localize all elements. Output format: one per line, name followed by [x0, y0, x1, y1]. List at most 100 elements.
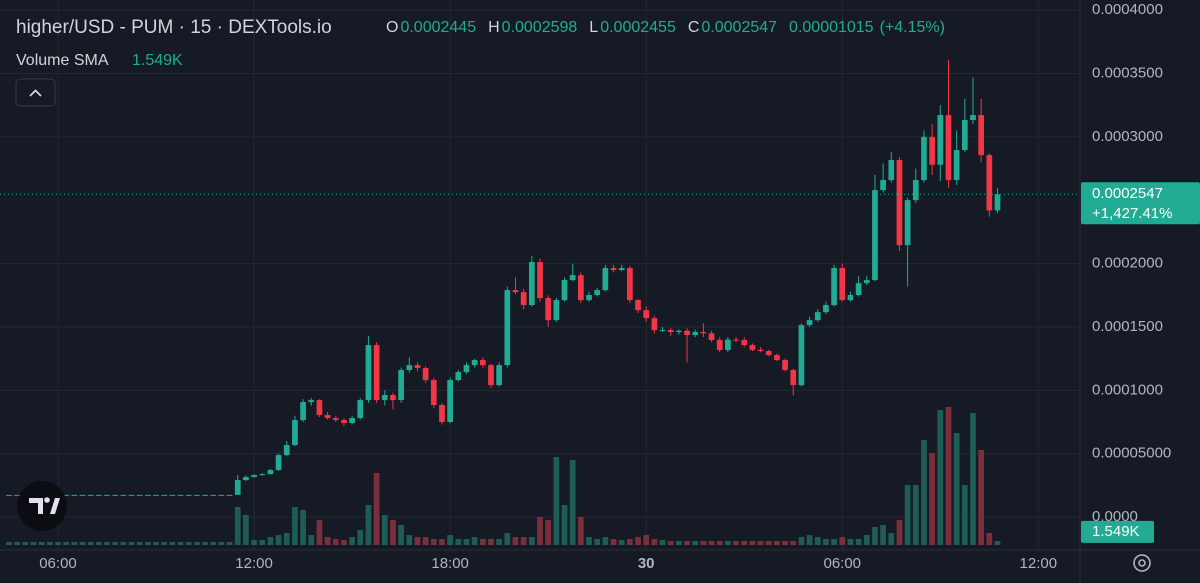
candle-body	[831, 268, 837, 306]
volume-bar	[153, 542, 159, 545]
candle-body	[545, 298, 552, 321]
volume-bar	[430, 539, 437, 545]
candle-body	[627, 268, 633, 301]
candle-body	[880, 180, 886, 191]
volume-bar	[341, 540, 347, 545]
ohlc-header: O 0.0002445 H 0.0002598 L 0.0002455 C 0.0002547…	[386, 19, 945, 36]
volume-bar	[537, 517, 543, 545]
candle-body	[406, 365, 413, 371]
volume-bar	[398, 525, 404, 545]
candle-body	[757, 349, 764, 352]
volume-bar	[447, 535, 453, 545]
candle-body	[120, 494, 127, 496]
candle-body	[798, 325, 805, 386]
candle-body	[218, 494, 225, 496]
volume-bar	[104, 542, 110, 545]
candle-body	[430, 380, 437, 406]
volume-layer	[6, 407, 1001, 545]
volume-bar	[6, 542, 12, 545]
gear-icon[interactable]	[1133, 554, 1151, 572]
volume-bar	[259, 540, 266, 545]
candle-body	[398, 370, 404, 401]
logo-mark[interactable]	[29, 498, 43, 514]
candle-body	[586, 295, 592, 301]
volume-bar	[55, 542, 61, 545]
volume-bar	[169, 542, 176, 545]
candle-body	[341, 420, 347, 424]
volume-sma-badge	[1081, 520, 1154, 543]
volume-bar	[937, 410, 944, 545]
volume-bar	[700, 541, 707, 545]
candle-body	[169, 494, 176, 496]
logo[interactable]	[17, 481, 67, 531]
gear-center[interactable]	[1138, 559, 1146, 567]
volume-bar	[684, 541, 690, 545]
candle-body	[145, 494, 151, 496]
collapse-button[interactable]	[15, 78, 56, 107]
volume-bar	[292, 507, 298, 545]
candle-body	[349, 418, 355, 424]
volume-bar	[463, 539, 470, 545]
volume-bar	[741, 541, 748, 545]
volume-bar	[479, 539, 486, 545]
volume-bar	[528, 537, 535, 545]
volume-bar	[986, 533, 993, 545]
candle-body	[6, 494, 12, 496]
volume-bar	[863, 535, 870, 545]
volume-bar	[324, 537, 331, 545]
volume-bar	[692, 541, 699, 545]
settings-button[interactable]	[1133, 554, 1151, 572]
volume-bar	[471, 537, 478, 545]
x-tick-label: 12:00	[235, 555, 273, 572]
candle-body	[300, 402, 306, 421]
candle-body	[210, 494, 217, 496]
candle-body	[537, 262, 543, 299]
candle-body	[136, 494, 143, 496]
candle-body	[896, 160, 903, 246]
volume-bar	[145, 542, 151, 545]
volume-bar	[210, 542, 217, 545]
x-tick-label: 30	[638, 555, 655, 572]
x-tick-label: 06:00	[823, 555, 861, 572]
volume-bar	[577, 517, 584, 545]
candle-body	[275, 455, 282, 471]
candle-body	[937, 115, 944, 165]
candle-body	[814, 312, 821, 321]
logo-mark[interactable]	[50, 498, 60, 514]
y-tick-label: 0.0003000	[1092, 128, 1163, 145]
candle-body	[970, 115, 976, 121]
volume-bar	[594, 539, 601, 545]
volume-bar	[87, 542, 94, 545]
collapse-icon[interactable]	[29, 89, 42, 97]
ohlc-value: 0.0002455	[600, 19, 676, 36]
candle-body	[847, 295, 854, 301]
candle-body	[177, 494, 184, 496]
candle-body	[716, 340, 723, 351]
volume-bar	[888, 533, 895, 545]
y-tick-label: 0.0000	[1092, 508, 1138, 525]
candle-body	[978, 115, 985, 156]
collapse-button-box[interactable]	[15, 78, 56, 107]
volume-bar	[708, 541, 715, 545]
candle-body	[765, 351, 772, 356]
candle-body	[872, 190, 878, 281]
last-price-badge	[1081, 182, 1200, 225]
volume-bar	[725, 541, 731, 545]
candle-body	[95, 494, 102, 496]
volume-bar	[455, 539, 462, 545]
volume-bar	[63, 542, 70, 545]
volume-bar	[831, 539, 837, 545]
candle-body	[308, 400, 315, 403]
candle-body	[226, 494, 233, 496]
candle-layer	[6, 60, 1001, 496]
volume-bar	[332, 539, 339, 545]
y-tick-label: 0.0003500	[1092, 64, 1163, 81]
volume-bar	[194, 542, 200, 545]
volume-bar	[30, 542, 37, 545]
candle-body	[439, 405, 445, 423]
volume-bar	[749, 541, 756, 545]
volume-bar	[904, 485, 911, 545]
logo-dot[interactable]	[44, 497, 50, 503]
